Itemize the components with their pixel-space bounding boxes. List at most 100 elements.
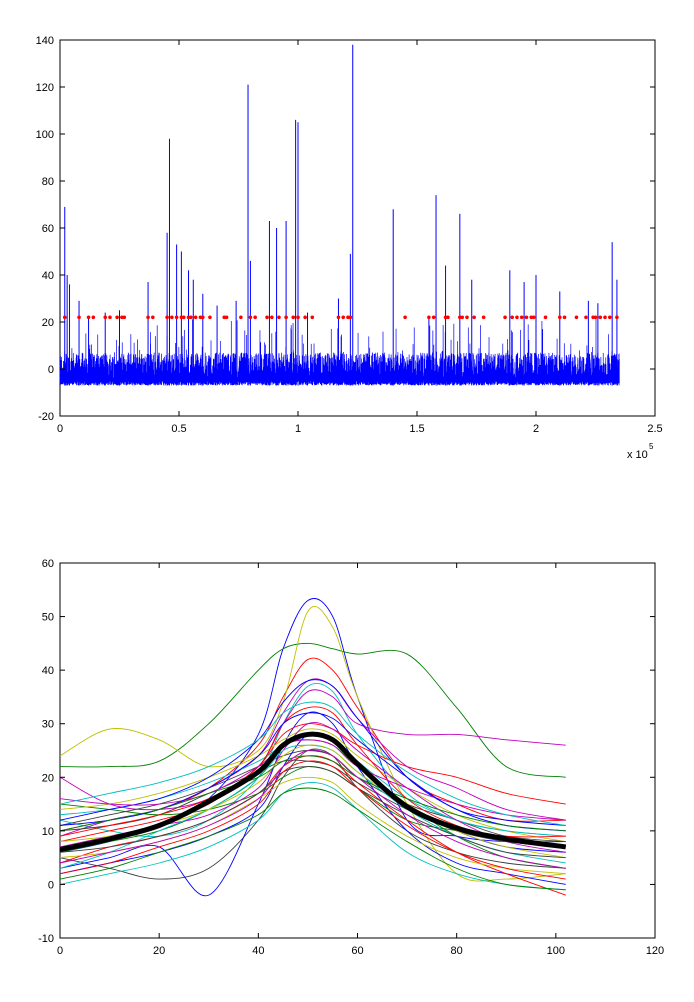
event-marker <box>603 315 607 320</box>
event-marker <box>253 315 257 320</box>
event-marker <box>598 315 603 320</box>
event-marker <box>543 315 548 320</box>
event-marker <box>201 315 205 320</box>
event-marker <box>336 315 341 320</box>
event-marker <box>403 315 407 320</box>
overlay-x-tick-label: 40 <box>252 945 264 957</box>
event-marker <box>165 315 169 320</box>
event-marker <box>341 315 346 320</box>
overlay-y-tick-label: 0 <box>48 879 54 891</box>
event-marker <box>77 315 81 320</box>
signal-x-tick-label: 0 <box>57 423 63 435</box>
trace-curve <box>59 706 566 838</box>
event-marker <box>291 315 296 320</box>
overlay-y-tick-label: 60 <box>42 558 54 570</box>
event-marker <box>170 315 174 320</box>
event-marker <box>115 315 119 320</box>
event-marker <box>270 315 274 320</box>
signal-y-tick-label: 140 <box>36 35 54 47</box>
trace-curve <box>59 766 566 859</box>
event-marker <box>151 315 155 320</box>
event-marker <box>515 315 519 320</box>
signal-x-tick-label: 2 <box>533 423 539 435</box>
event-marker <box>91 315 96 320</box>
event-marker <box>519 315 524 320</box>
signal-x-tick-label: 0.5 <box>171 423 186 435</box>
overlay-y-tick-label: -10 <box>38 933 54 945</box>
overlay-y-tick-label: 10 <box>42 826 54 838</box>
trace-curve <box>59 760 566 880</box>
event-marker <box>562 315 567 320</box>
signal-y-tick-label: 40 <box>42 270 54 282</box>
overlay-x-tick-label: 60 <box>351 945 363 957</box>
event-marker <box>239 315 243 320</box>
event-marker <box>122 315 127 320</box>
event-marker <box>86 315 91 320</box>
signal-y-tick-label: 80 <box>42 176 54 188</box>
trace-curve <box>59 781 566 891</box>
event-marker <box>431 315 436 320</box>
event-marker <box>465 315 469 320</box>
signal-y-tick-label: 120 <box>36 82 54 94</box>
event-marker <box>146 315 150 320</box>
trace-curve <box>59 749 566 869</box>
event-marker <box>524 315 529 320</box>
overlay-x-tick-label: 20 <box>153 945 165 957</box>
event-marker <box>189 315 193 320</box>
event-marker <box>265 315 269 320</box>
trace-curve <box>59 711 566 897</box>
overlay-series-layer <box>59 598 567 897</box>
event-marker <box>615 315 619 320</box>
trace-curve <box>59 701 566 826</box>
event-marker <box>446 315 450 320</box>
event-marker <box>558 315 562 320</box>
event-marker <box>481 315 486 320</box>
overlay-y-tick-label: 20 <box>42 772 54 784</box>
signal-x-tick-label: 2.5 <box>647 423 662 435</box>
event-marker <box>108 315 112 320</box>
signal-y-tick-label: 100 <box>36 129 54 141</box>
signal-y-tick-label: 0 <box>48 364 54 376</box>
signal-x-tick-label: 1 <box>295 423 301 435</box>
signal-x-tick-label: 1.5 <box>409 423 424 435</box>
signal-series-layer <box>59 44 620 386</box>
event-marker <box>103 315 108 320</box>
event-marker <box>224 315 229 320</box>
overlay-x-tick-label: 80 <box>451 945 463 957</box>
event-marker <box>303 315 307 320</box>
trace-curve <box>59 739 566 821</box>
event-marker <box>510 315 514 320</box>
event-marker <box>208 315 212 320</box>
event-marker <box>503 315 507 320</box>
event-marker <box>277 315 281 320</box>
event-marker <box>248 315 253 320</box>
event-marker <box>174 315 179 320</box>
event-marker <box>348 315 353 320</box>
event-marker <box>427 315 431 320</box>
trace-curve <box>59 755 566 832</box>
signal-y-tick-label: 20 <box>42 317 54 329</box>
event-marker <box>584 315 588 320</box>
event-marker <box>472 315 476 320</box>
overlay-y-tick-label: 30 <box>42 719 54 731</box>
event-marker <box>574 315 579 320</box>
overlay-x-tick-label: 100 <box>547 945 565 957</box>
overlay-x-tick-label: 0 <box>57 945 63 957</box>
trace-curve <box>59 787 566 891</box>
overlay-y-tick-label: 50 <box>42 612 54 624</box>
event-marker <box>284 315 288 320</box>
overlay-x-tick-label: 120 <box>646 945 664 957</box>
event-marker <box>310 315 315 320</box>
signal-y-tick-label: 60 <box>42 223 54 235</box>
signal-y-tick-label: -20 <box>38 411 54 423</box>
trace-curve <box>59 605 566 882</box>
signal-series <box>59 317 620 386</box>
event-marker <box>460 315 465 320</box>
x-exponent-power: 5 <box>649 442 654 451</box>
event-marker <box>62 315 67 320</box>
event-marker <box>296 315 300 320</box>
